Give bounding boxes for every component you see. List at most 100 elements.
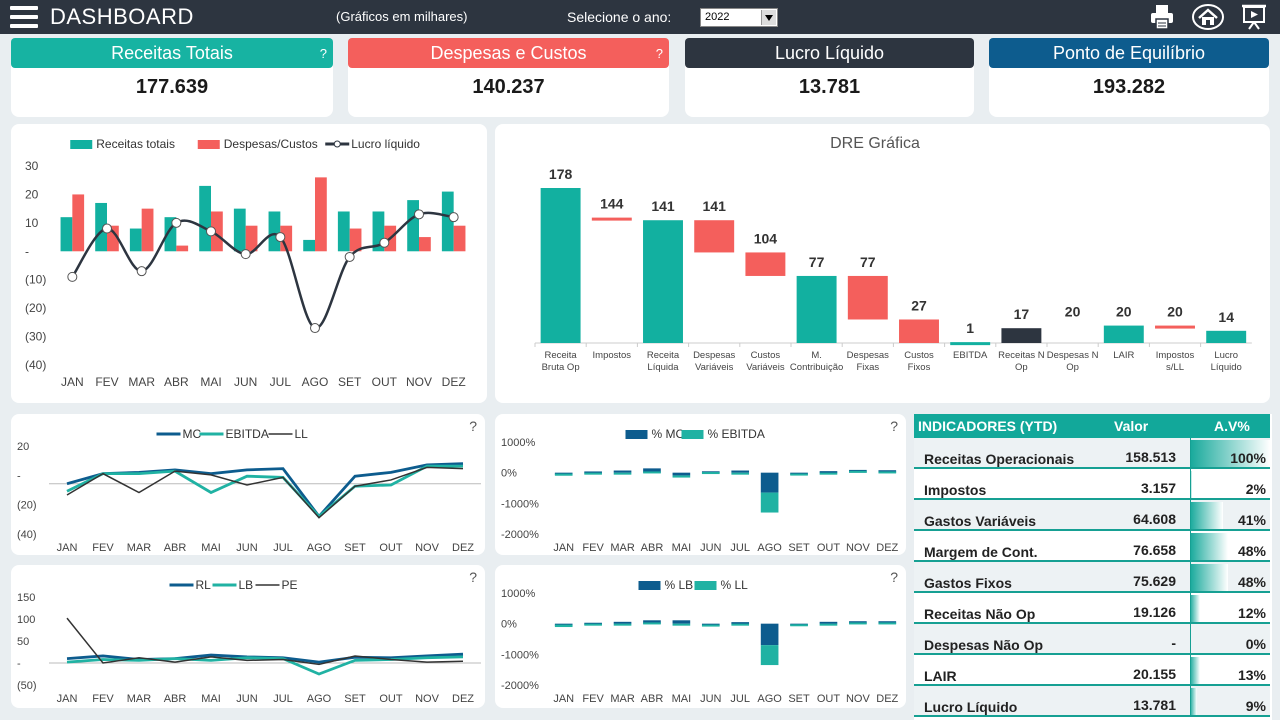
point-lucro bbox=[414, 209, 424, 220]
divider bbox=[1190, 500, 1191, 531]
indicator-av: 48% bbox=[1237, 574, 1266, 590]
dre-bar bbox=[1155, 325, 1195, 329]
dre-bar bbox=[643, 220, 683, 343]
x-tick-label: SET bbox=[788, 693, 810, 705]
bar-pct-a bbox=[731, 470, 750, 473]
help-icon[interactable]: ? bbox=[890, 569, 898, 585]
category-label: Op bbox=[1015, 362, 1028, 373]
y-tick-label: 1000% bbox=[501, 437, 535, 449]
legend-label: RL bbox=[196, 578, 212, 592]
divider bbox=[1190, 655, 1191, 686]
point-lucro bbox=[67, 271, 78, 282]
bar-despesas bbox=[141, 208, 154, 252]
category-label: Custos bbox=[751, 350, 781, 361]
y-tick-label: -2000% bbox=[501, 680, 539, 692]
divider bbox=[1190, 562, 1191, 593]
y-tick-label: (40) bbox=[17, 529, 37, 541]
divider bbox=[914, 498, 1270, 500]
y-tick-label: 20 bbox=[25, 187, 39, 201]
bar-pct-a bbox=[760, 623, 779, 646]
bar-receitas bbox=[441, 191, 454, 252]
bar-pct-a bbox=[643, 620, 661, 624]
x-tick-label: SET bbox=[338, 375, 362, 389]
help-icon[interactable]: ? bbox=[319, 46, 327, 61]
legend-label: % LB bbox=[665, 578, 694, 592]
help-icon[interactable]: ? bbox=[890, 418, 898, 434]
x-tick-label: ABR bbox=[641, 542, 664, 554]
chevron-down-icon[interactable] bbox=[761, 10, 776, 25]
point-lucro bbox=[206, 226, 216, 237]
y-tick-label: -1000% bbox=[501, 498, 539, 510]
dre-bar bbox=[950, 342, 991, 346]
series-line bbox=[66, 464, 463, 519]
x-tick-label: NOV bbox=[406, 375, 432, 389]
bar-despesas bbox=[72, 194, 85, 252]
x-tick-label: MAI bbox=[672, 542, 692, 554]
home-icon[interactable] bbox=[1192, 3, 1224, 31]
kpi-value: 13.781 bbox=[798, 76, 861, 98]
x-tick-label: JUL bbox=[730, 542, 750, 554]
bar-pct-b bbox=[819, 623, 838, 626]
profit-pct-bar-chart: % LB % LL 1000% 0% -1000% -2000% JAN FEV MAR ABR M… bbox=[501, 578, 899, 705]
help-icon[interactable]: ? bbox=[469, 569, 477, 585]
bar-receitas bbox=[95, 202, 107, 252]
bar-pct-a bbox=[613, 621, 632, 624]
bar-receitas bbox=[199, 185, 211, 252]
x-tick-label: OUT bbox=[817, 542, 841, 554]
y-tick-label: 0% bbox=[501, 468, 517, 480]
bar-pct-b bbox=[701, 624, 720, 627]
menu-icon[interactable] bbox=[10, 6, 38, 28]
legend-label: % LL bbox=[721, 578, 749, 592]
x-tick-label: NOV bbox=[415, 542, 440, 554]
legend-swatch bbox=[681, 430, 704, 439]
indicator-av: 9% bbox=[1245, 698, 1266, 714]
year-select[interactable]: 2022 bbox=[700, 8, 778, 27]
y-tick-label: 150 bbox=[17, 592, 35, 604]
bar-pct-b bbox=[613, 623, 632, 626]
page-title: DASHBOARD bbox=[50, 4, 194, 29]
indicator-av: 12% bbox=[1237, 605, 1266, 621]
kpi-label: Despesas e Custos? bbox=[348, 38, 669, 68]
bar-despesas bbox=[419, 237, 431, 252]
print-icon[interactable] bbox=[1148, 3, 1176, 31]
y-tick-label: - bbox=[17, 470, 21, 482]
category-label: Fixos bbox=[908, 362, 931, 373]
x-tick-label: SET bbox=[344, 542, 366, 554]
legend-label: LB bbox=[239, 578, 254, 592]
help-icon[interactable]: ? bbox=[655, 46, 663, 61]
indicator-value: 76.658 bbox=[1133, 542, 1176, 558]
data-label: 144 bbox=[600, 196, 624, 212]
x-tick-label: AGO bbox=[307, 542, 332, 554]
bar-pct-a bbox=[819, 621, 838, 624]
margins-line-chart: MC EBITDA LL 20 - (20) (40) JAN FEV MAR ABR MAI JUN J… bbox=[17, 427, 481, 554]
av-bar bbox=[1190, 564, 1229, 592]
series-line bbox=[66, 462, 464, 519]
bar-receitas bbox=[407, 200, 419, 252]
indicators-table: INDICADORES (YTD) Valor A.V% Receitas Op… bbox=[914, 414, 1272, 720]
data-label: 104 bbox=[754, 230, 778, 246]
data-label: 20 bbox=[1167, 304, 1183, 320]
legend-label: EBITDA bbox=[226, 427, 269, 441]
x-tick-label: MAR bbox=[610, 693, 635, 705]
presentation-icon[interactable] bbox=[1240, 3, 1268, 31]
bar-pct-a bbox=[819, 471, 838, 474]
indicator-label: Receitas Operacionais bbox=[924, 451, 1075, 467]
category-label: Fixas bbox=[856, 362, 879, 373]
x-tick-label: DEZ bbox=[452, 693, 474, 705]
x-tick-label: DEZ bbox=[452, 542, 474, 554]
x-tick-label: MAI bbox=[201, 542, 221, 554]
divider bbox=[1190, 624, 1191, 655]
monthly-combo-chart: Receitas totais Despesas/Custos Lucro líqu… bbox=[25, 137, 466, 389]
data-label: 1 bbox=[966, 320, 974, 336]
x-tick-label: MAI bbox=[201, 693, 221, 705]
legend-label: MC bbox=[183, 427, 202, 441]
bar-pct-b bbox=[790, 473, 808, 476]
monthly-combo-chart-card: Receitas totais Despesas/Custos Lucro líqu… bbox=[11, 124, 487, 403]
bar-pct-b bbox=[672, 623, 691, 626]
margin-pct-chart-card: % MC % EBITDA 1000% 0% -1000% -2000% JAN FEV MAR… bbox=[495, 414, 906, 555]
bar-pct-b bbox=[584, 472, 602, 475]
help-icon[interactable]: ? bbox=[469, 418, 477, 434]
kpi-value: 140.237 bbox=[472, 76, 545, 98]
x-tick-label: NOV bbox=[846, 542, 871, 554]
